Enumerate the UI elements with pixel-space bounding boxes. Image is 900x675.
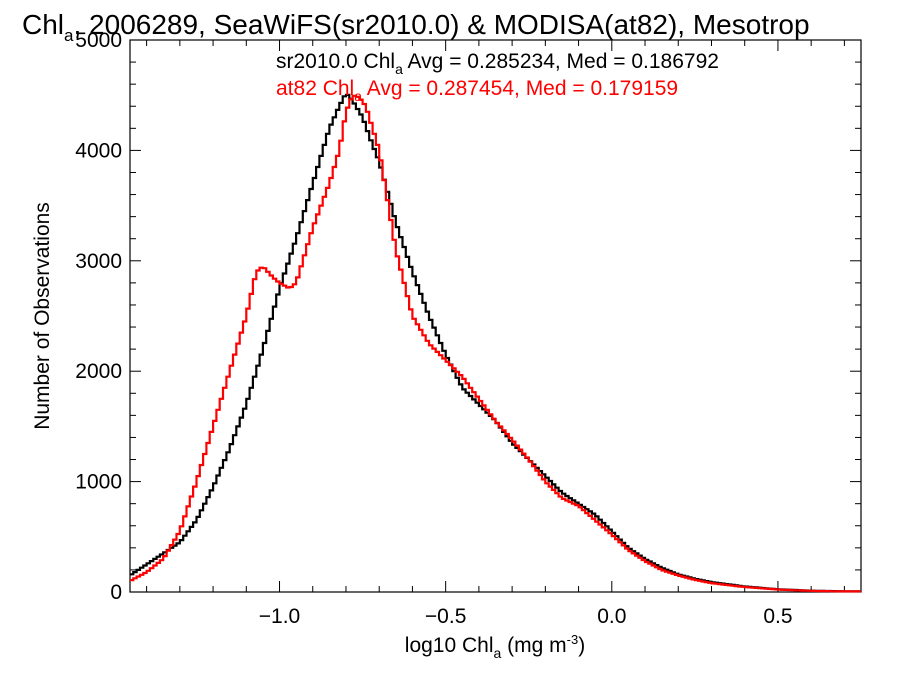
legend: sr2010.0 Chla Avg = 0.285234, Med = 0.18… xyxy=(276,50,719,104)
y-axis: 0 1000 2000 3000 4000 5000 xyxy=(75,29,861,604)
y-tick-label: 3000 xyxy=(75,250,122,273)
series-group xyxy=(130,93,861,593)
y-tick-label: 5000 xyxy=(75,29,122,52)
x-axis-label-part: ) xyxy=(578,634,585,657)
y-tick-label: 4000 xyxy=(75,139,122,162)
x-tick-label: 0.0 xyxy=(597,605,626,628)
x-tick-label: 0.5 xyxy=(763,605,792,628)
chart-title: Chla, 2006289, SeaWiFS(sr2010.0) & MODIS… xyxy=(22,9,810,45)
legend-entry-at82: at82 Chla Avg = 0.287454, Med = 0.179159 xyxy=(276,77,678,104)
x-axis-label-part: -3 xyxy=(567,632,579,647)
legend-text-part: sr2010.0 Chl xyxy=(276,50,395,73)
y-tick-label: 0 xyxy=(110,581,122,604)
x-tick-label: −1.0 xyxy=(259,605,300,628)
legend-text-part: a xyxy=(395,61,403,77)
legend-text-part: a xyxy=(354,88,362,104)
legend-entry-sr2010: sr2010.0 Chla Avg = 0.285234, Med = 0.18… xyxy=(276,50,719,77)
plot-frame xyxy=(129,39,862,593)
series-line-at82 xyxy=(130,94,861,593)
x-axis-label-part: a xyxy=(494,645,502,661)
y-axis-label: Number of Observations xyxy=(31,202,54,430)
x-axis-label-part: log10 Chl xyxy=(405,634,494,657)
chart-title-part: Chl xyxy=(22,9,64,40)
legend-text-part: at82 Chl xyxy=(276,77,354,100)
legend-text-part: Avg = 0.287454, Med = 0.179159 xyxy=(362,77,678,100)
chart-title-part: a xyxy=(64,26,74,45)
y-tick-label: 2000 xyxy=(75,360,122,383)
x-axis-label: log10 Chla (mg m-3) xyxy=(405,632,585,661)
legend-text-part: Avg = 0.285234, Med = 0.186792 xyxy=(403,50,719,73)
x-tick-label: −0.5 xyxy=(425,605,466,628)
x-axis-label-part: (mg m xyxy=(501,634,566,657)
y-tick-label: 1000 xyxy=(75,471,122,494)
chart-title-part: , 2006289, SeaWiFS(sr2010.0) & MODISA(at… xyxy=(73,9,809,40)
x-axis: −1.0 −0.5 0.0 0.5 xyxy=(146,40,845,628)
